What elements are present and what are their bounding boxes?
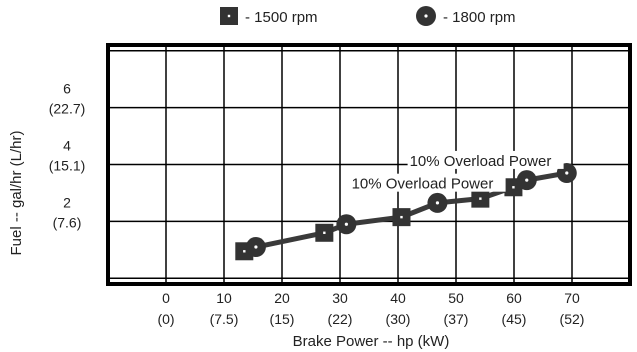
annotations: 10% Overload Power 10% Overload Power: [349, 150, 564, 193]
y-tick-label: 6: [63, 81, 71, 97]
y-tick-labels: 2 (7.6) 4 (15.1) 6 (22.7): [49, 81, 86, 231]
plot-frame: [106, 43, 632, 286]
x-tick-labels: 0 (0) 10 (7.5) 20 (15) 30 (22) 40 (30) 50 (37) 60 (45…: [157, 290, 584, 327]
x-tick-sublabel: (30): [386, 311, 411, 327]
y-tick-label: 4: [63, 138, 71, 154]
x-axis-label: Brake Power -- hp (kW): [293, 333, 450, 350]
annotation-bg: [407, 150, 564, 169]
circle-marker-dot: [565, 171, 569, 175]
annotation-text: 10% Overload Power: [410, 153, 552, 170]
legend-label: - 1800 rpm: [443, 9, 516, 26]
x-tick-label: 50: [448, 290, 464, 306]
y-tick-sublabel: (22.7): [49, 101, 86, 117]
square-marker-dot: [400, 215, 403, 219]
x-tick-sublabel: (0): [157, 311, 174, 327]
x-tick-label: 40: [390, 290, 406, 306]
x-tick-label: 10: [216, 290, 232, 306]
x-tick-label: 70: [564, 290, 580, 306]
circle-marker-dot: [525, 178, 529, 182]
circle-marker-dot: [254, 245, 258, 249]
x-tick-sublabel: (37): [444, 311, 469, 327]
circle-marker-dot: [344, 222, 348, 226]
x-tick-sublabel: (7.5): [210, 311, 239, 327]
y-tick-sublabel: (7.6): [53, 214, 82, 230]
legend-label: - 1500 rpm: [245, 9, 318, 26]
legend: - 1500 rpm - 1800 rpm: [220, 6, 516, 26]
annotation-text: 10% Overload Power: [352, 176, 494, 193]
legend-circle-marker-dot: [424, 14, 428, 18]
legend-square-marker-dot: [227, 14, 231, 18]
x-tick-label: 20: [274, 290, 290, 306]
circle-marker-dot: [435, 201, 440, 205]
x-tick-label: 0: [162, 290, 170, 306]
y-axis-label: Fuel -- gal/hr (L/hr): [8, 130, 25, 255]
x-tick-label: 30: [332, 290, 348, 306]
square-marker-dot: [323, 231, 326, 234]
square-marker-dot: [479, 197, 482, 200]
x-tick-sublabel: (22): [328, 311, 353, 327]
x-tick-label: 60: [506, 290, 522, 306]
square-marker-dot: [512, 186, 515, 189]
x-tick-sublabel: (15): [270, 311, 295, 327]
x-tick-sublabel: (52): [560, 311, 585, 327]
series-markers: [235, 163, 577, 261]
y-tick-label: 2: [63, 194, 71, 210]
square-marker-dot: [243, 250, 246, 253]
y-tick-sublabel: (15.1): [49, 158, 86, 174]
annotation-bg: [349, 173, 506, 192]
x-tick-sublabel: (45): [502, 311, 527, 327]
